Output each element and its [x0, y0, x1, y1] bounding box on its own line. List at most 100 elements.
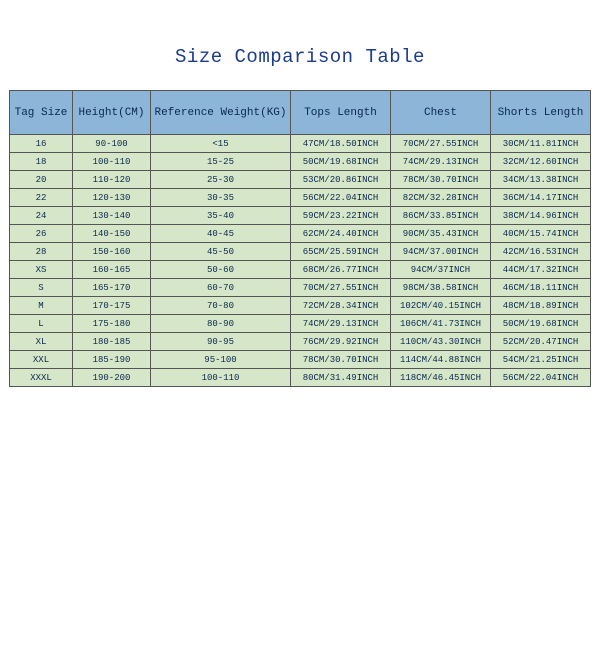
table-cell: 44CM/17.32INCH — [491, 261, 591, 279]
table-cell: 82CM/32.28INCH — [391, 189, 491, 207]
table-cell: 15-25 — [151, 153, 291, 171]
table-cell: 52CM/20.47INCH — [491, 333, 591, 351]
table-cell: 120-130 — [73, 189, 151, 207]
table-cell: 60-70 — [151, 279, 291, 297]
table-cell: 190-200 — [73, 369, 151, 387]
table-cell: 90CM/35.43INCH — [391, 225, 491, 243]
table-cell: 70-80 — [151, 297, 291, 315]
table-cell: 90-95 — [151, 333, 291, 351]
table-cell: 110CM/43.30INCH — [391, 333, 491, 351]
table-cell: 80-90 — [151, 315, 291, 333]
table-row: 28150-16045-5065CM/25.59INCH94CM/37.00IN… — [10, 243, 591, 261]
table-cell: 54CM/21.25INCH — [491, 351, 591, 369]
table-cell: 98CM/38.58INCH — [391, 279, 491, 297]
table-cell: S — [10, 279, 73, 297]
table-cell: 110-120 — [73, 171, 151, 189]
table-cell: 35-40 — [151, 207, 291, 225]
table-row: XXL185-19095-10078CM/30.70INCH114CM/44.8… — [10, 351, 591, 369]
table-cell: 130-140 — [73, 207, 151, 225]
header-tag-size: Tag Size — [10, 91, 73, 135]
table-row: 24130-14035-4059CM/23.22INCH86CM/33.85IN… — [10, 207, 591, 225]
table-cell: 100-110 — [73, 153, 151, 171]
table-cell: 30CM/11.81INCH — [491, 135, 591, 153]
table-cell: 140-150 — [73, 225, 151, 243]
table-cell: 170-175 — [73, 297, 151, 315]
table-cell: 53CM/20.86INCH — [291, 171, 391, 189]
table-cell: 74CM/29.13INCH — [291, 315, 391, 333]
header-reference-weight: Reference Weight(KG) — [151, 91, 291, 135]
table-row: M170-17570-8072CM/28.34INCH102CM/40.15IN… — [10, 297, 591, 315]
table-row: 18100-11015-2550CM/19.68INCH74CM/29.13IN… — [10, 153, 591, 171]
header-shorts-length: Shorts Length — [491, 91, 591, 135]
table-cell: 106CM/41.73INCH — [391, 315, 491, 333]
table-cell: 62CM/24.40INCH — [291, 225, 391, 243]
table-cell: 74CM/29.13INCH — [391, 153, 491, 171]
table-cell: 76CM/29.92INCH — [291, 333, 391, 351]
table-cell: XS — [10, 261, 73, 279]
table-cell: 48CM/18.89INCH — [491, 297, 591, 315]
table-cell: XXXL — [10, 369, 73, 387]
table-cell: 26 — [10, 225, 73, 243]
table-cell: 86CM/33.85INCH — [391, 207, 491, 225]
table-cell: 175-180 — [73, 315, 151, 333]
table-cell: 38CM/14.96INCH — [491, 207, 591, 225]
table-cell: 72CM/28.34INCH — [291, 297, 391, 315]
header-tops-length: Tops Length — [291, 91, 391, 135]
table-cell: 78CM/30.70INCH — [391, 171, 491, 189]
table-cell: 28 — [10, 243, 73, 261]
table-cell: 165-170 — [73, 279, 151, 297]
table-row: XL180-18590-9576CM/29.92INCH110CM/43.30I… — [10, 333, 591, 351]
table-cell: 32CM/12.60INCH — [491, 153, 591, 171]
table-cell: 160-165 — [73, 261, 151, 279]
header-height: Height(CM) — [73, 91, 151, 135]
table-row: 22120-13030-3556CM/22.04INCH82CM/32.28IN… — [10, 189, 591, 207]
table-cell: 40CM/15.74INCH — [491, 225, 591, 243]
table-row: L175-18080-9074CM/29.13INCH106CM/41.73IN… — [10, 315, 591, 333]
table-cell: 36CM/14.17INCH — [491, 189, 591, 207]
table-cell: 70CM/27.55INCH — [291, 279, 391, 297]
table-cell: XXL — [10, 351, 73, 369]
table-cell: 20 — [10, 171, 73, 189]
table-row: S165-17060-7070CM/27.55INCH98CM/38.58INC… — [10, 279, 591, 297]
table-body: 1690-100<1547CM/18.50INCH70CM/27.55INCH3… — [10, 135, 591, 387]
table-cell: 180-185 — [73, 333, 151, 351]
table-cell: 50CM/19.68INCH — [291, 153, 391, 171]
table-row: 26140-15040-4562CM/24.40INCH90CM/35.43IN… — [10, 225, 591, 243]
table-cell: M — [10, 297, 73, 315]
table-cell: XL — [10, 333, 73, 351]
table-cell: 18 — [10, 153, 73, 171]
header-chest: Chest — [391, 91, 491, 135]
table-cell: 102CM/40.15INCH — [391, 297, 491, 315]
table-cell: 68CM/26.77INCH — [291, 261, 391, 279]
table-cell: L — [10, 315, 73, 333]
table-row: 1690-100<1547CM/18.50INCH70CM/27.55INCH3… — [10, 135, 591, 153]
table-cell: 56CM/22.04INCH — [491, 369, 591, 387]
table-cell: 65CM/25.59INCH — [291, 243, 391, 261]
table-cell: 94CM/37.00INCH — [391, 243, 491, 261]
table-cell: 100-110 — [151, 369, 291, 387]
table-cell: 185-190 — [73, 351, 151, 369]
table-row: XS160-16550-6068CM/26.77INCH94CM/37INCH4… — [10, 261, 591, 279]
table-cell: 90-100 — [73, 135, 151, 153]
table-cell: 114CM/44.88INCH — [391, 351, 491, 369]
table-cell: <15 — [151, 135, 291, 153]
table-cell: 59CM/23.22INCH — [291, 207, 391, 225]
table-cell: 118CM/46.45INCH — [391, 369, 491, 387]
table-cell: 30-35 — [151, 189, 291, 207]
size-table: Tag Size Height(CM) Reference Weight(KG)… — [9, 90, 591, 387]
table-cell: 50CM/19.68INCH — [491, 315, 591, 333]
table-cell: 50-60 — [151, 261, 291, 279]
table-cell: 70CM/27.55INCH — [391, 135, 491, 153]
table-cell: 22 — [10, 189, 73, 207]
table-cell: 42CM/16.53INCH — [491, 243, 591, 261]
table-cell: 46CM/18.11INCH — [491, 279, 591, 297]
table-cell: 24 — [10, 207, 73, 225]
table-cell: 78CM/30.70INCH — [291, 351, 391, 369]
page-title: Size Comparison Table — [0, 46, 600, 68]
table-cell: 56CM/22.04INCH — [291, 189, 391, 207]
table-cell: 150-160 — [73, 243, 151, 261]
table-row: 20110-12025-3053CM/20.86INCH78CM/30.70IN… — [10, 171, 591, 189]
table-header-row: Tag Size Height(CM) Reference Weight(KG)… — [10, 91, 591, 135]
size-chart-container: Size Comparison Table Tag Size Height(CM… — [0, 46, 600, 646]
table-row: XXXL190-200100-11080CM/31.49INCH118CM/46… — [10, 369, 591, 387]
